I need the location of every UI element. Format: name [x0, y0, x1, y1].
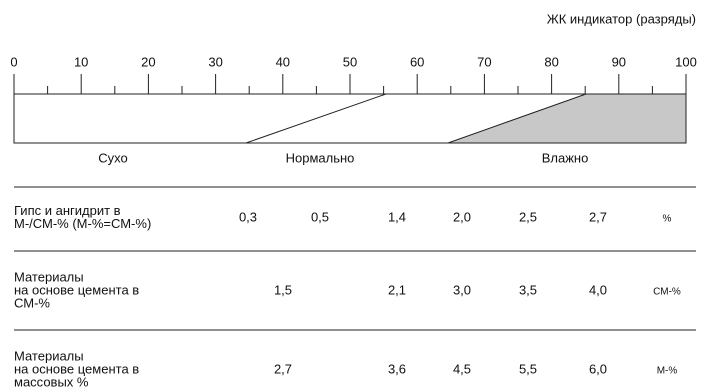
row-label: Гипс и ангидрит в: [14, 203, 121, 218]
zone-label: Сухо: [98, 150, 127, 165]
scale-label: 20: [141, 54, 155, 69]
normal-divider: [245, 93, 387, 144]
scale-label: 80: [544, 54, 558, 69]
cell-value: 2,1: [388, 282, 406, 297]
unit: %: [663, 214, 672, 225]
row-label: на основе цемента в: [14, 282, 139, 297]
scale-label: 30: [208, 54, 222, 69]
cell-value: 2,7: [589, 209, 607, 224]
cell-value: 2,7: [274, 361, 292, 376]
row-label: СМ-%: [14, 295, 50, 310]
scale-label: 60: [410, 54, 424, 69]
unit: М-%: [657, 366, 678, 377]
scale-label: 90: [612, 54, 626, 69]
cell-value: 1,4: [388, 209, 406, 224]
zone-label: Влажно: [542, 150, 589, 165]
scale-label: 50: [343, 54, 357, 69]
row-label: Материалы: [14, 269, 84, 284]
zone-label: Нормально: [286, 150, 355, 165]
cell-value: 4,5: [453, 361, 471, 376]
cell-value: 3,5: [519, 282, 537, 297]
row-label: массовых %: [14, 374, 89, 389]
cell-value: 1,5: [274, 282, 292, 297]
scale-label: 0: [10, 54, 17, 69]
cell-value: 6,0: [589, 361, 607, 376]
cell-value: 3,0: [453, 282, 471, 297]
cell-value: 0,5: [311, 209, 329, 224]
scale-label: 10: [74, 54, 88, 69]
wet-zone: [447, 93, 687, 144]
scale-label: 40: [276, 54, 290, 69]
row-label: Материалы: [14, 348, 84, 363]
scale-label: 70: [477, 54, 491, 69]
row-label: на основе цемента в: [14, 361, 139, 376]
scale-label: 100: [675, 54, 697, 69]
unit: СМ-%: [653, 287, 681, 298]
indicator-caption: ЖК индикатор (разряды): [547, 11, 696, 26]
cell-value: 4,0: [589, 282, 607, 297]
row-label: М-/СМ-% (М-%=СМ-%): [14, 216, 151, 231]
cell-value: 0,3: [239, 209, 257, 224]
cell-value: 3,6: [388, 361, 406, 376]
cell-value: 2,0: [453, 209, 471, 224]
cell-value: 2,5: [519, 209, 537, 224]
cell-value: 5,5: [519, 361, 537, 376]
